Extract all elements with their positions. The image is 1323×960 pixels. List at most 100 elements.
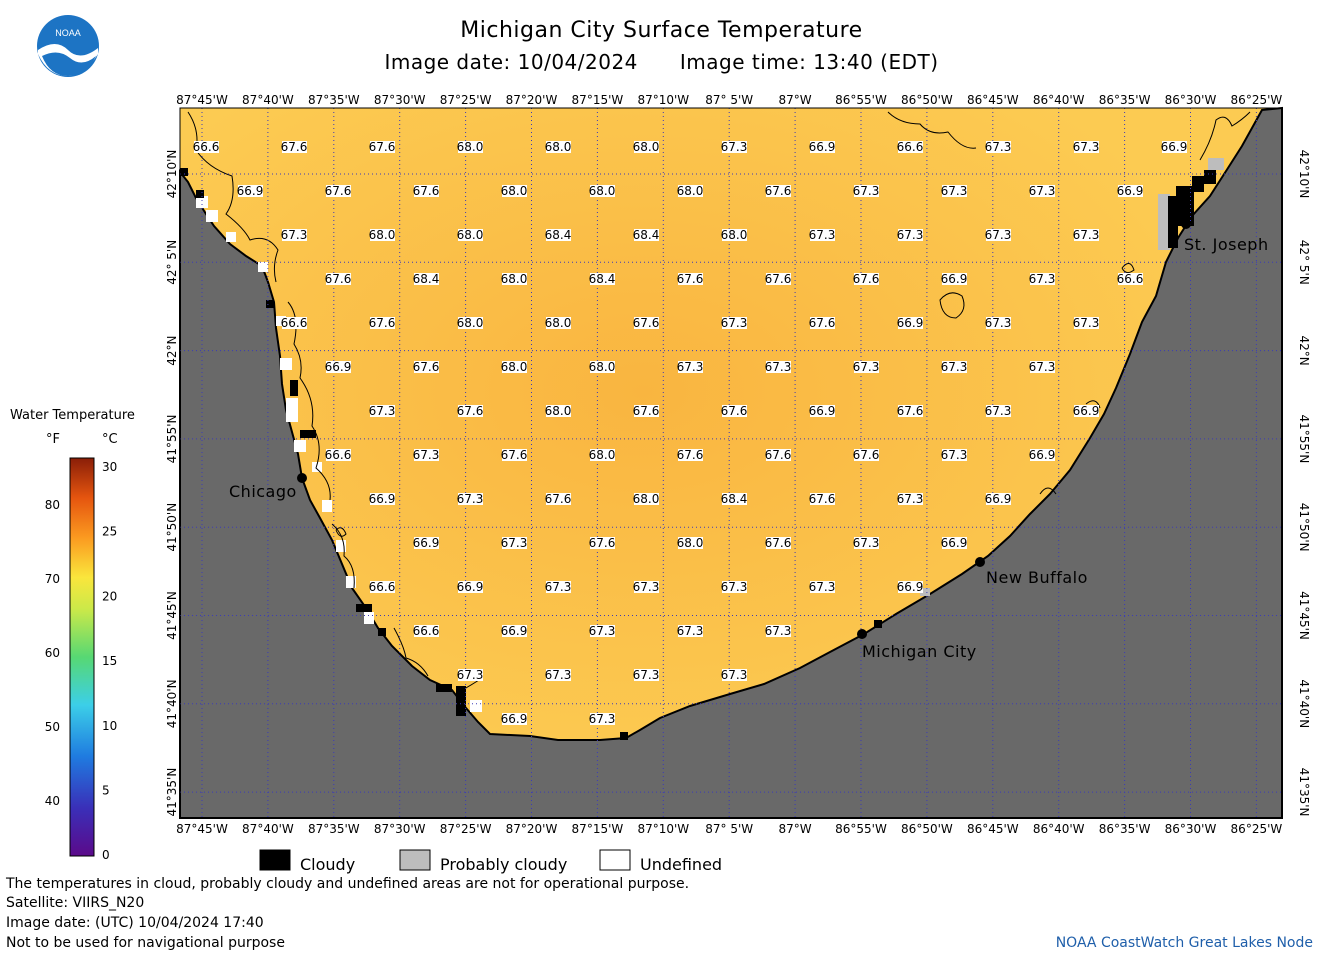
temp-label-bg xyxy=(458,229,483,241)
temp-label: 68.0 xyxy=(369,228,396,242)
temp-label-bg xyxy=(502,713,527,725)
temp-label: 67.3 xyxy=(281,228,308,242)
temp-label-bg xyxy=(678,537,703,549)
city-label-new-buffalo: New Buffalo xyxy=(986,568,1088,587)
temp-label-bg xyxy=(942,273,967,285)
temp-label: 66.9 xyxy=(457,580,484,594)
temp-label: 67.3 xyxy=(721,316,748,330)
temp-label-bg xyxy=(678,361,703,373)
lat-label-left: 42°10'N xyxy=(165,150,179,199)
temp-label: 68.0 xyxy=(677,536,704,550)
temp-label: 66.9 xyxy=(325,360,352,374)
temp-label: 67.6 xyxy=(369,140,396,154)
temp-label: 67.3 xyxy=(501,536,528,550)
lon-label-top: 87°15'W xyxy=(572,93,624,107)
temp-label: 67.3 xyxy=(985,140,1012,154)
temp-label-bg xyxy=(678,449,703,461)
temp-label: 66.9 xyxy=(941,272,968,286)
temp-label-bg xyxy=(1118,273,1143,285)
temp-label-bg xyxy=(942,537,967,549)
temp-label-bg xyxy=(414,449,439,461)
temp-label-bg xyxy=(854,449,879,461)
temp-label: 67.6 xyxy=(853,448,880,462)
temp-label-bg xyxy=(326,185,351,197)
temp-label: 67.3 xyxy=(1073,316,1100,330)
lat-label-left: 41°40'N xyxy=(165,679,179,728)
colorbar-c-tick: 20 xyxy=(102,589,117,603)
temp-label: 67.3 xyxy=(853,360,880,374)
temp-label-bg xyxy=(1074,141,1099,153)
lon-label-top: 87° 5'W xyxy=(705,93,753,107)
temp-label: 68.0 xyxy=(545,140,572,154)
temp-label-bg xyxy=(546,317,571,329)
temp-label-bg xyxy=(722,669,747,681)
temp-label: 67.3 xyxy=(809,228,836,242)
city-dot-chicago xyxy=(297,473,307,483)
lon-label-bottom: 87°20'W xyxy=(506,822,558,836)
image-time: Image time: 13:40 (EDT) xyxy=(679,50,939,74)
temp-label-bg xyxy=(370,581,395,593)
temp-label-bg xyxy=(766,273,791,285)
colorbar-c-tick: 0 xyxy=(102,848,110,862)
temp-label: 67.3 xyxy=(369,404,396,418)
temp-label: 67.3 xyxy=(1029,272,1056,286)
colorbar-c-tick: 25 xyxy=(102,525,117,539)
temp-label-bg xyxy=(414,185,439,197)
lon-label-bottom: 87°30'W xyxy=(374,822,426,836)
temp-label-bg xyxy=(634,405,659,417)
temp-label: 67.3 xyxy=(853,536,880,550)
temp-label-bg xyxy=(722,229,747,241)
temp-label: 66.9 xyxy=(369,492,396,506)
temp-label-bg xyxy=(854,537,879,549)
temp-label-bg xyxy=(590,713,615,725)
utc-date: Image date: (UTC) 10/04/2024 17:40 xyxy=(6,915,264,931)
temp-label-bg xyxy=(986,229,1011,241)
temp-label-bg xyxy=(1118,185,1143,197)
cloudy-areas xyxy=(180,168,1216,740)
lat-label-left: 41°55'N xyxy=(165,414,179,463)
temp-label: 67.3 xyxy=(677,360,704,374)
temp-label-bg xyxy=(194,141,219,153)
temp-label: 66.6 xyxy=(193,140,220,154)
temp-label-bg xyxy=(502,537,527,549)
noaa-logo: NOAA xyxy=(36,14,100,82)
temperature-labels: 66.6 67.6 67.6 68.0 68.0 68.0 67.3 66.9 66.6 67.3… xyxy=(193,140,1188,726)
temp-label-bg xyxy=(1030,361,1055,373)
temp-label: 67.6 xyxy=(325,272,352,286)
temp-label: 67.3 xyxy=(985,404,1012,418)
temp-label: 67.3 xyxy=(941,448,968,462)
temp-label-bg xyxy=(370,229,395,241)
temp-label: 66.6 xyxy=(897,140,924,154)
temp-label: 67.3 xyxy=(985,316,1012,330)
lon-label-top: 87°40'W xyxy=(242,93,294,107)
temp-label-bg xyxy=(854,185,879,197)
lon-label-bottom: 87°40'W xyxy=(242,822,294,836)
temp-label: 68.0 xyxy=(501,360,528,374)
temp-label: 68.0 xyxy=(589,184,616,198)
disclaimer: The temperatures in cloud, probably clou… xyxy=(6,876,690,892)
lat-label-left: 42° 5'N xyxy=(165,240,179,285)
temp-label-bg xyxy=(986,405,1011,417)
probably-cloudy-areas xyxy=(920,158,1224,596)
temp-label-bg xyxy=(634,581,659,593)
temp-label: 67.3 xyxy=(721,668,748,682)
temp-label: 67.6 xyxy=(897,404,924,418)
legend-title: Water Temperature xyxy=(10,408,135,423)
temp-label: 66.9 xyxy=(897,580,924,594)
temp-label-bg xyxy=(766,625,791,637)
temp-label-bg xyxy=(1074,229,1099,241)
colorbar xyxy=(69,457,95,857)
temp-label: 66.9 xyxy=(413,536,440,550)
lon-label-bottom: 86°25'W xyxy=(1231,822,1283,836)
temp-label-bg xyxy=(590,537,615,549)
page-title: Michigan City Surface Temperature xyxy=(460,18,863,43)
lat-label-left: 41°45'N xyxy=(165,591,179,640)
colorbar-f-tick: 50 xyxy=(45,720,60,734)
temp-label-bg xyxy=(458,493,483,505)
temp-label: 67.6 xyxy=(765,184,792,198)
temp-label: 68.4 xyxy=(721,492,748,506)
temp-label: 66.9 xyxy=(1117,184,1144,198)
lon-label-top: 86°55'W xyxy=(835,93,887,107)
temp-label-bg xyxy=(1162,141,1187,153)
temp-label-bg xyxy=(458,581,483,593)
